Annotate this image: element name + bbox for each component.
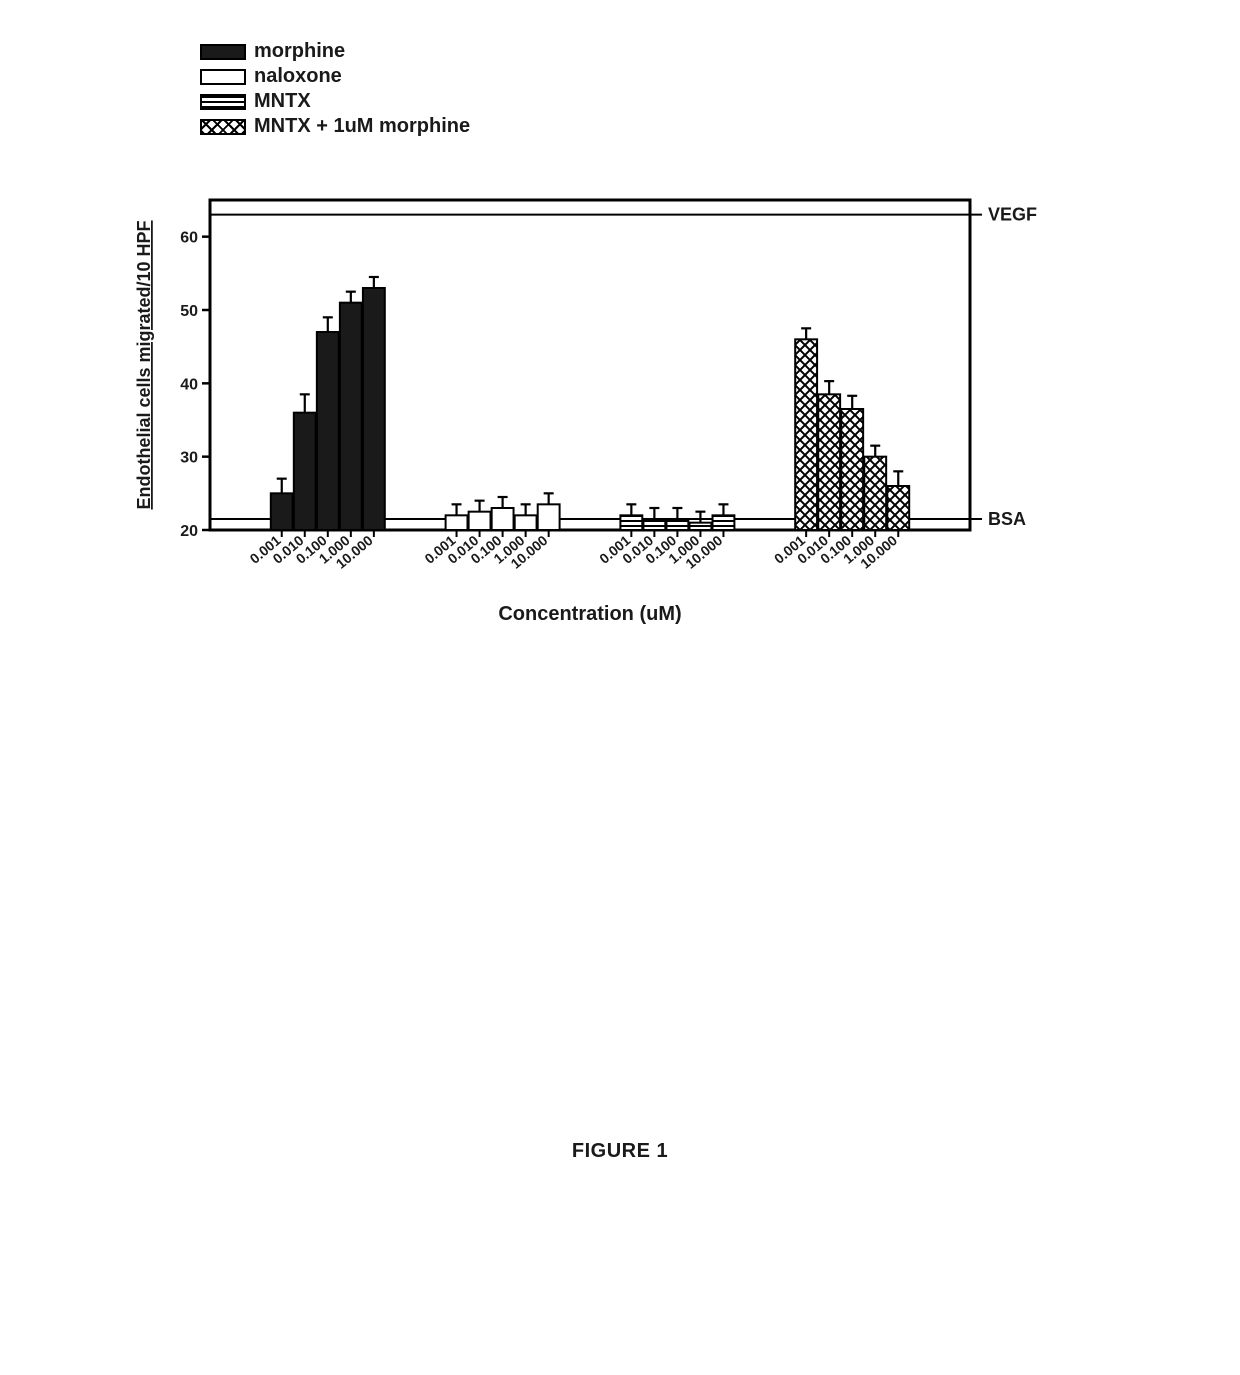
svg-text:40: 40: [180, 376, 198, 393]
svg-text:BSA: BSA: [988, 509, 1026, 529]
legend-label-morphine: morphine: [254, 40, 345, 63]
legend-item-mntx: MNTX: [200, 90, 470, 113]
legend-swatch-morphine: [200, 44, 246, 60]
legend-label-mntx-morphine: MNTX + 1uM morphine: [254, 115, 470, 138]
legend-swatch-mntx-morphine: [200, 119, 246, 135]
svg-text:Concentration (uM): Concentration (uM): [498, 603, 681, 625]
legend-swatch-naloxone: [200, 69, 246, 85]
legend-item-naloxone: naloxone: [200, 65, 470, 88]
bar-chart: 20 30 40 50 60 Endothelial cells migrated/10 …: [120, 190, 1100, 650]
legend-label-mntx: MNTX: [254, 90, 311, 113]
figure-label: FIGURE 1: [0, 1140, 1240, 1163]
svg-text:30: 30: [180, 450, 198, 467]
legend-swatch-mntx: [200, 94, 246, 110]
svg-text:Endothelial cells migrated/10: Endothelial cells migrated/10 HPF: [134, 220, 154, 509]
legend-label-naloxone: naloxone: [254, 65, 342, 88]
svg-text:20: 20: [180, 523, 198, 540]
svg-text:50: 50: [180, 303, 198, 320]
chart-svg: 20 30 40 50 60 Endothelial cells migrated/10 …: [120, 190, 1100, 650]
svg-text:VEGF: VEGF: [988, 205, 1037, 225]
legend-item-morphine: morphine: [200, 40, 470, 63]
svg-text:60: 60: [180, 230, 198, 247]
legend-item-mntx-morphine: MNTX + 1uM morphine: [200, 115, 470, 138]
legend: morphine naloxone MNTX MNTX + 1uM morphi…: [200, 40, 470, 140]
